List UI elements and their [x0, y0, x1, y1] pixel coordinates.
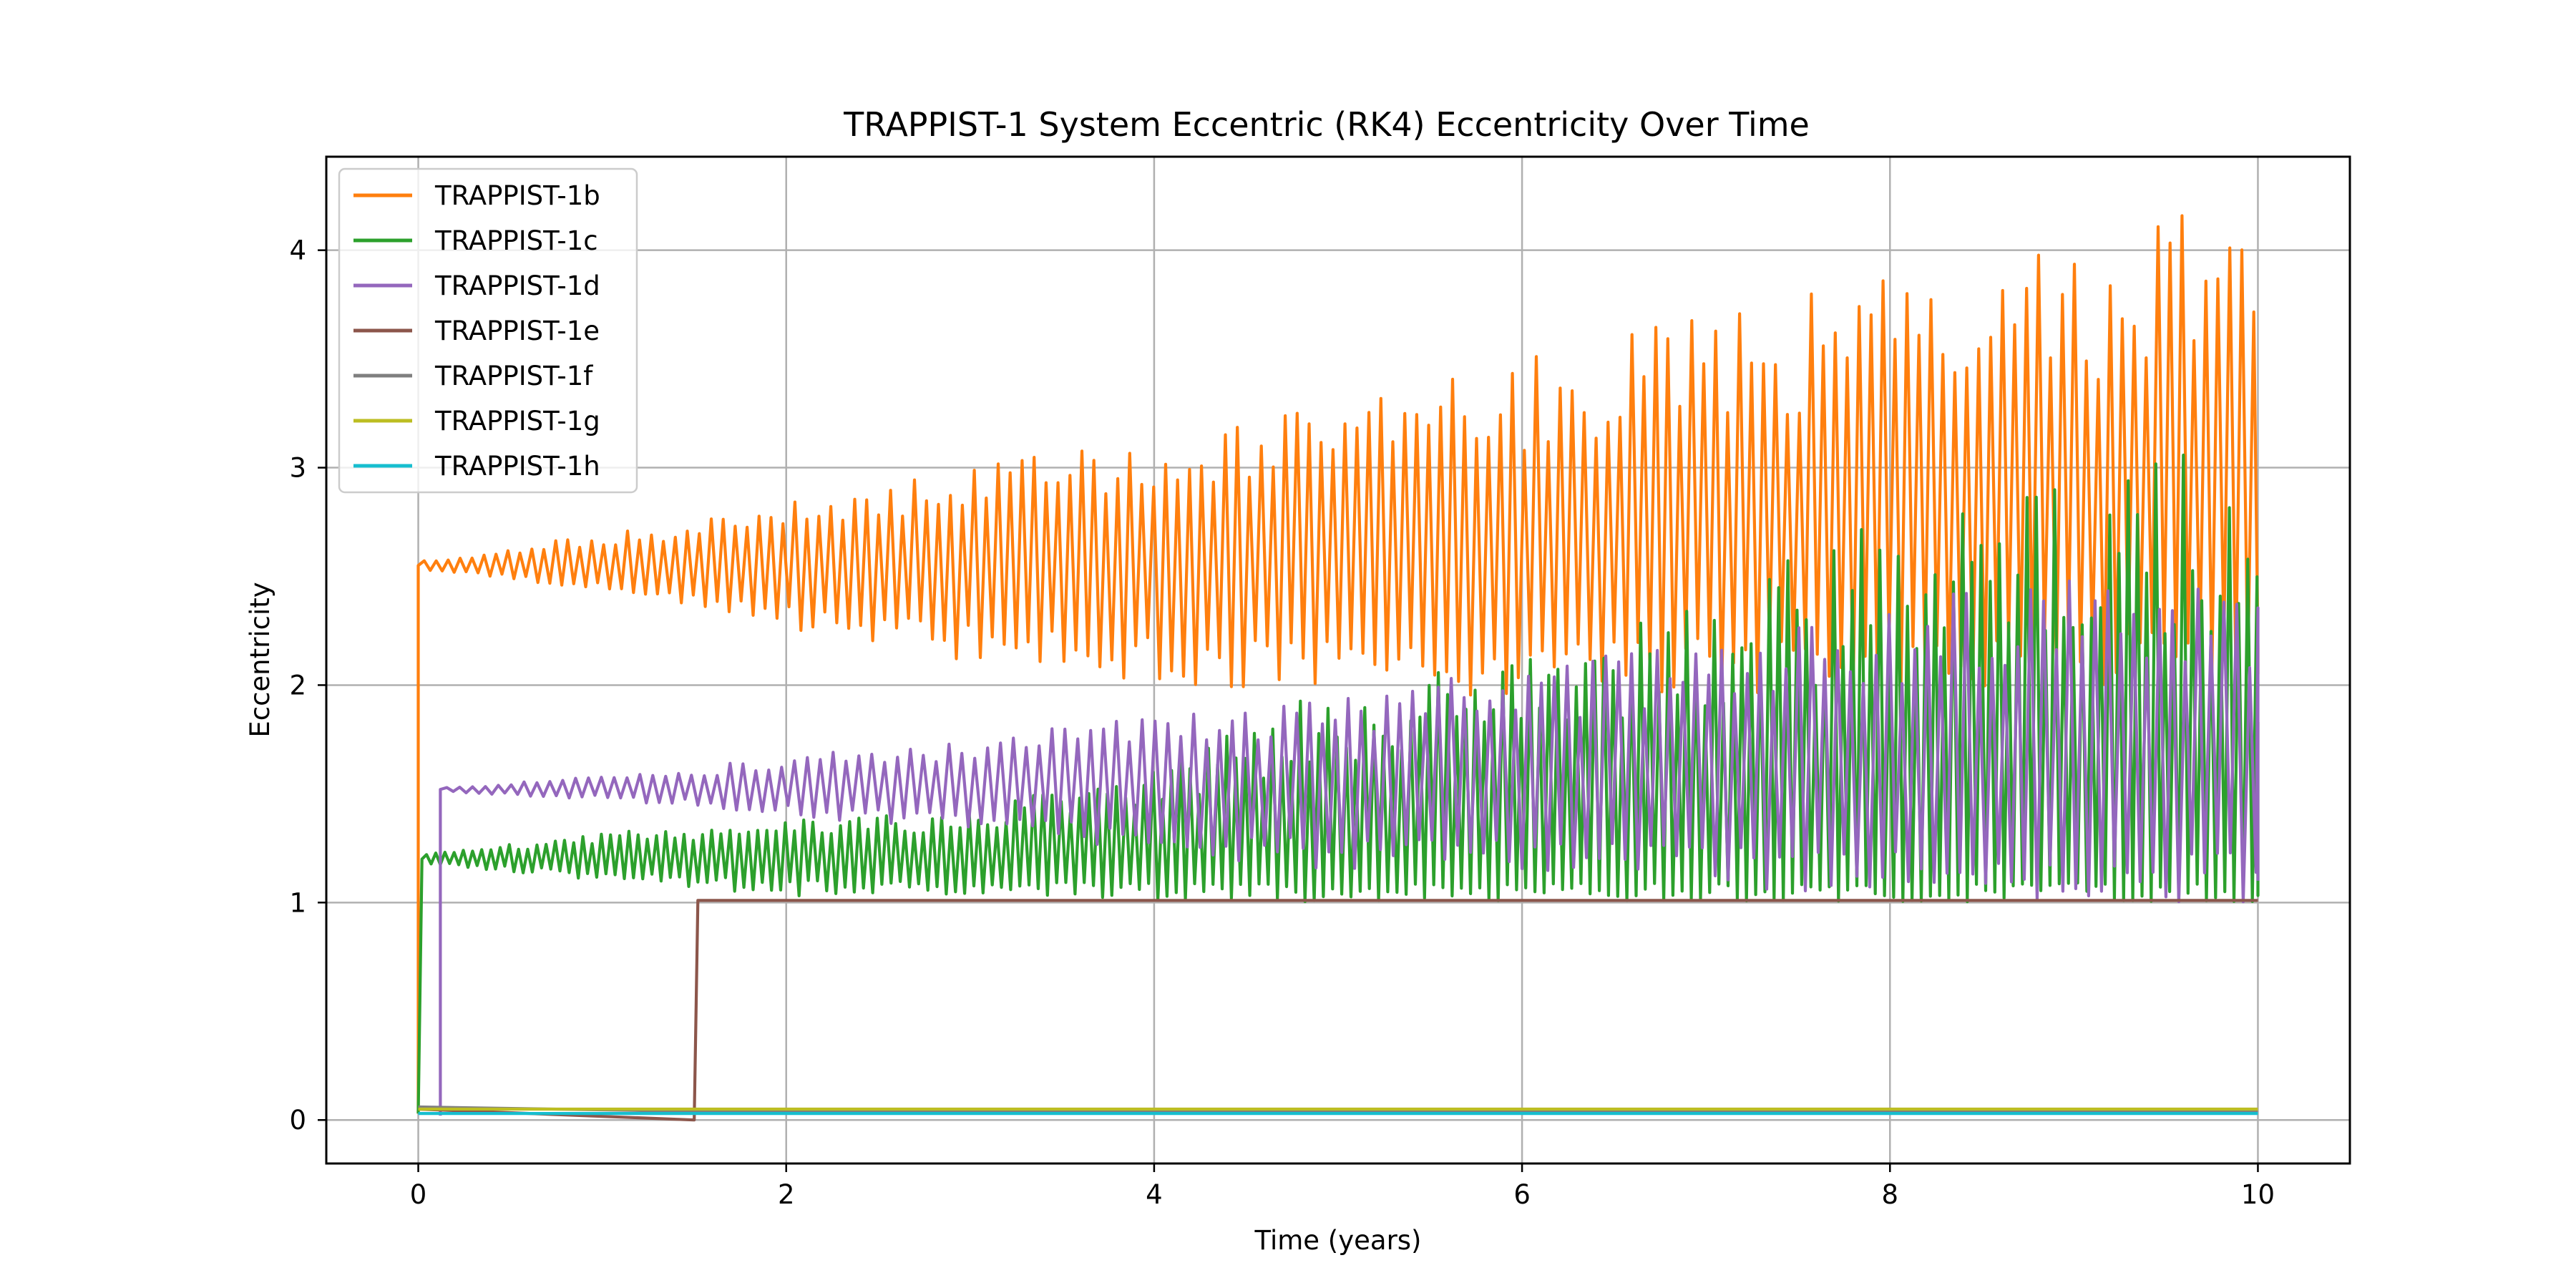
y-tick-label: 1 — [289, 887, 306, 918]
series-line-trappist-1d — [439, 579, 2260, 1116]
legend-label: TRAPPIST-1e — [434, 316, 600, 346]
legend-label: TRAPPIST-1b — [434, 180, 600, 211]
legend-box — [338, 167, 638, 494]
legend-label: TRAPPIST-1c — [434, 225, 598, 256]
series-line-trappist-1c — [416, 453, 2260, 1114]
plot-frame — [325, 155, 2351, 1165]
y-tick-label: 0 — [289, 1105, 306, 1136]
x-tick-label: 10 — [2241, 1179, 2275, 1210]
series-line-trappist-1b — [416, 214, 2260, 1114]
y-tick-label: 3 — [289, 453, 306, 484]
x-tick-label: 4 — [1146, 1179, 1163, 1210]
axis-ticks: 0 2 4 6 8 10 0 1 2 3 4 — [289, 235, 2275, 1210]
x-axis-label: Time (years) — [1254, 1225, 1421, 1256]
x-tick-label: 0 — [410, 1179, 427, 1210]
legend-label: TRAPPIST-1h — [434, 451, 600, 482]
legend: TRAPPIST-1b TRAPPIST-1c TRAPPIST-1d TRAPPIS… — [338, 167, 638, 494]
y-axis-label: Eccentricity — [245, 582, 275, 737]
y-tick-label: 2 — [289, 670, 306, 701]
legend-label: TRAPPIST-1g — [434, 406, 600, 436]
chart-title: TRAPPIST-1 System Eccentric (RK4) Eccent… — [843, 105, 1810, 144]
series-layer — [416, 214, 2260, 1122]
x-tick-label: 2 — [778, 1179, 795, 1210]
y-tick-label: 4 — [289, 235, 306, 266]
x-tick-label: 6 — [1513, 1179, 1531, 1210]
legend-label: TRAPPIST-1d — [434, 270, 600, 301]
legend-label: TRAPPIST-1f — [434, 361, 593, 391]
x-tick-label: 8 — [1881, 1179, 1898, 1210]
